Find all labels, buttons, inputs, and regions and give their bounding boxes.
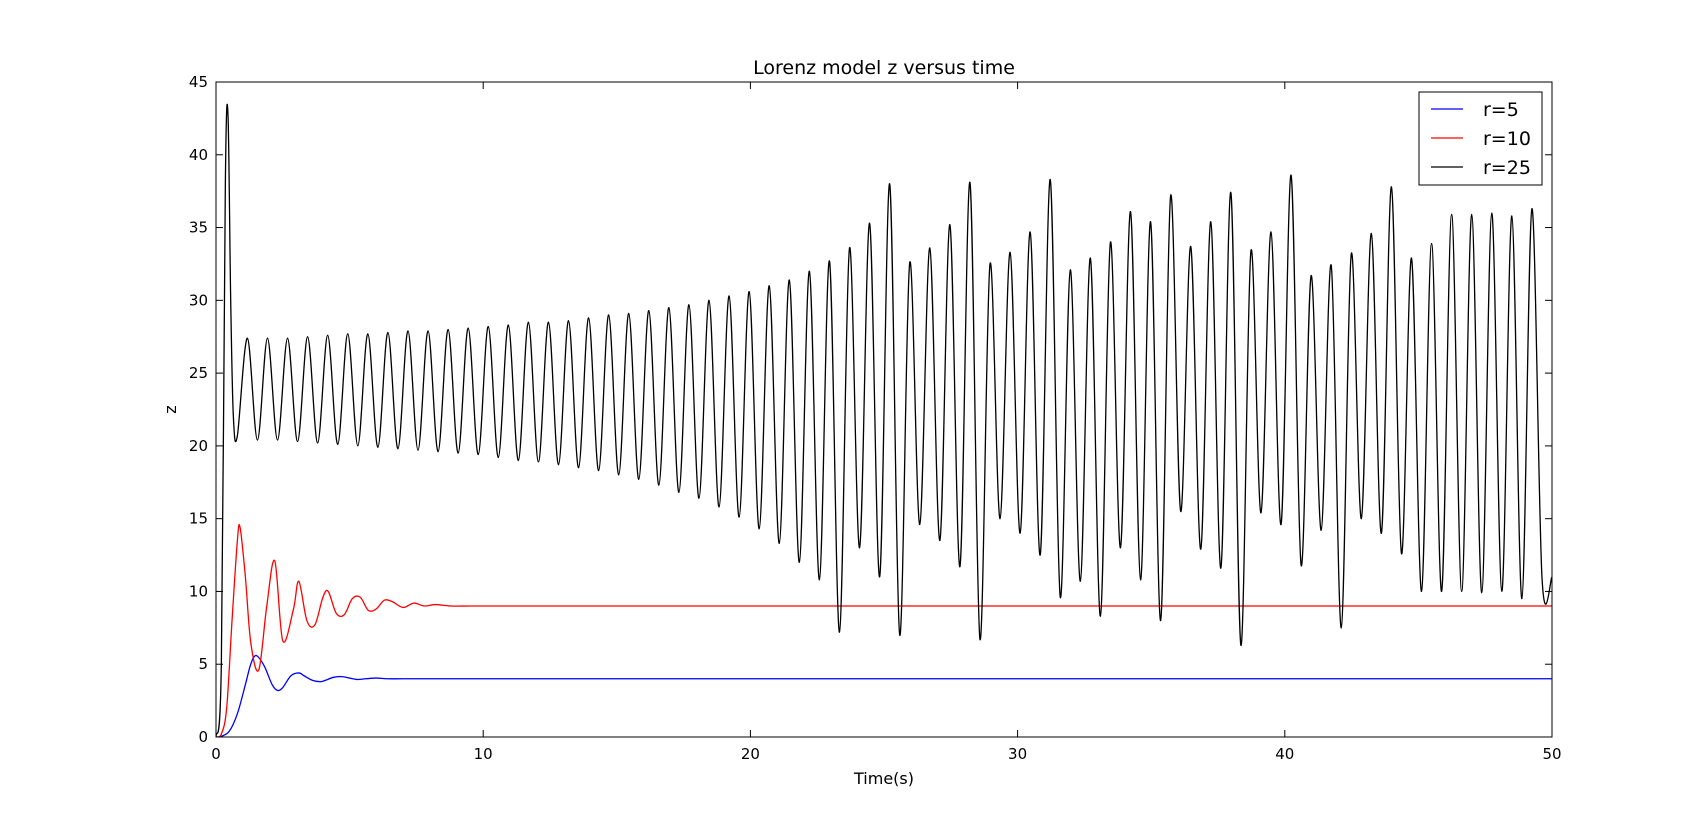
legend-label: r=5 xyxy=(1483,99,1519,121)
series-line-r-25 xyxy=(216,103,1552,737)
y-tick-label: 0 xyxy=(198,728,208,746)
legend-label: r=25 xyxy=(1483,157,1531,179)
series-layer xyxy=(216,103,1552,737)
y-axis-title: z xyxy=(161,405,180,413)
y-tick-label: 30 xyxy=(189,291,208,309)
legend: r=5 r=10 r=25 xyxy=(1418,91,1543,186)
y-tick-label: 5 xyxy=(198,655,208,673)
y-tick-label: 45 xyxy=(189,73,208,91)
x-tick-label: 20 xyxy=(741,745,760,763)
y-tick-label: 35 xyxy=(189,219,208,237)
legend-label: r=10 xyxy=(1483,128,1531,150)
x-tick-label: 0 xyxy=(211,745,221,763)
y-tick-label: 10 xyxy=(189,582,208,600)
x-tick-label: 30 xyxy=(1008,745,1027,763)
series-line-r-5 xyxy=(216,654,1552,737)
y-tick-label: 40 xyxy=(189,146,208,164)
x-tick-label: 50 xyxy=(1542,745,1561,763)
series-line-r-10 xyxy=(216,524,1552,737)
ticks-layer: 0 10 20 30 40 50 0 5 10 15 20 25 30 35 40 45 xyxy=(189,73,1562,763)
x-axis-title: Time(s) xyxy=(853,769,914,788)
x-tick-label: 10 xyxy=(474,745,493,763)
x-tick-label: 40 xyxy=(1275,745,1294,763)
plot-frame xyxy=(215,81,1553,738)
y-tick-label: 25 xyxy=(189,364,208,382)
y-tick-label: 20 xyxy=(189,437,208,455)
y-tick-label: 15 xyxy=(189,510,208,528)
chart-title: Lorenz model z versus time xyxy=(753,57,1015,79)
